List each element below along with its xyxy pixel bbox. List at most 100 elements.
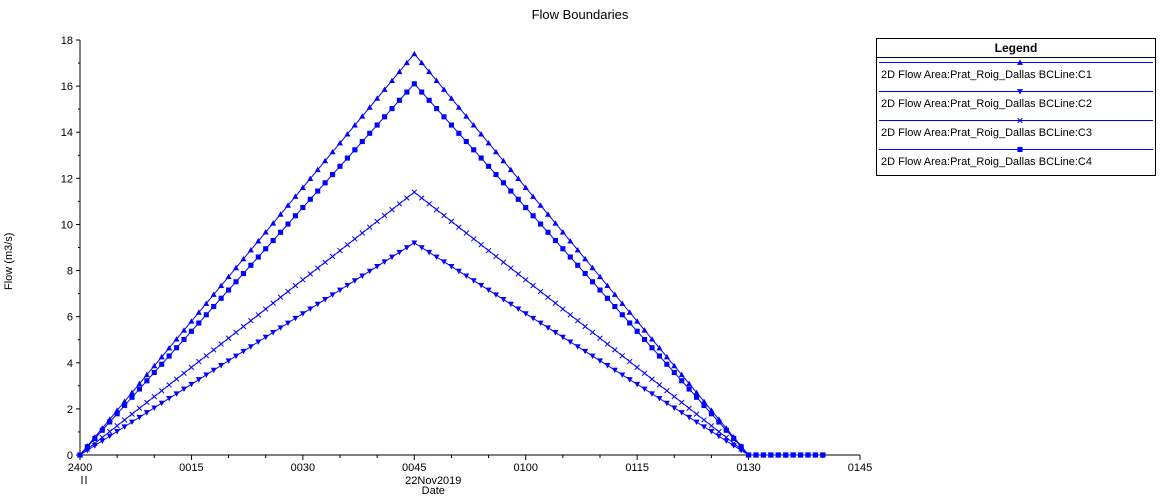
series-1-point (218, 282, 225, 289)
series-4-point (538, 221, 544, 227)
series-3-point (693, 411, 700, 417)
legend-marker-square (1017, 146, 1023, 153)
series-3-point (478, 241, 484, 248)
series-3-point (597, 335, 603, 341)
series-1-point (292, 193, 299, 199)
series-2-point (515, 306, 522, 312)
series-2-point (611, 367, 618, 374)
series-4-point (768, 452, 774, 458)
x-tick-label: 0100 (513, 462, 537, 474)
series-1-point (611, 291, 618, 297)
series-2-point (626, 377, 633, 383)
series-4-point (352, 147, 358, 153)
x-tick-label: 0045 (402, 462, 426, 474)
legend-marker-triangle-down (1017, 89, 1023, 95)
series-2-point (619, 372, 626, 378)
series-4-point (753, 452, 759, 458)
series-4-point (92, 435, 98, 442)
series-2-point (188, 381, 195, 388)
series-3-point (701, 417, 707, 423)
series-4-point (508, 188, 514, 194)
series-1-point (151, 362, 158, 369)
series-2-point (663, 400, 670, 407)
series-4-point (404, 89, 410, 95)
series-3-point (612, 347, 618, 353)
series-4-point (285, 221, 291, 227)
series-1-point (129, 389, 135, 395)
series-1 (77, 50, 826, 458)
series-3-point (188, 364, 195, 371)
series-2-point (500, 297, 507, 303)
series-2-point (351, 278, 358, 284)
series-4-point (486, 163, 492, 169)
series-4-point (122, 402, 128, 409)
series-2-line (79, 242, 823, 456)
series-3-point (99, 434, 106, 441)
series-3-point (716, 428, 722, 435)
legend: Legend 2D Flow Area:Prat_Roig_Dallas BCL… (876, 38, 1156, 176)
series-3-point (173, 376, 180, 382)
series-3-point (337, 247, 343, 254)
series-1-point (686, 380, 693, 387)
series-1-point (181, 327, 187, 333)
series-2-point (530, 315, 537, 322)
series-2-point (604, 363, 611, 369)
series-3-point (456, 224, 462, 230)
series-2-point (522, 311, 529, 317)
series-1-point (255, 238, 262, 244)
series-4-point (300, 204, 306, 211)
series-2-point (314, 301, 321, 308)
series-1-point (515, 175, 522, 182)
series-1-point (307, 175, 314, 182)
series-1-point (366, 104, 373, 110)
x-tick-label: 2400 (68, 462, 92, 474)
series-4-point (597, 287, 603, 293)
legend-title: Legend (877, 39, 1155, 58)
series-4-point (84, 444, 90, 450)
y-tick-label: 2 (67, 404, 73, 416)
series-3-point (574, 317, 581, 324)
chart-title: Flow Boundaries (531, 7, 629, 22)
series-1-point (299, 184, 306, 190)
series-4-point (99, 427, 105, 433)
series-3-point (225, 335, 232, 341)
legend-line (879, 91, 1153, 92)
series-1-point (166, 345, 173, 351)
series-4-point (560, 246, 566, 252)
series-3-point (530, 282, 536, 289)
series-3-point (441, 212, 447, 219)
series-3-point (277, 294, 284, 301)
series-2-point (247, 344, 254, 350)
series-2-point (292, 315, 299, 322)
series-1-point (233, 264, 239, 271)
series-1-point (396, 68, 403, 75)
series-3-point (396, 201, 403, 207)
series-2-point (537, 320, 544, 327)
series-2-point (641, 386, 648, 393)
series-4-point (382, 114, 388, 120)
tick-labels: 0 2 4 6 8 10 12 14 16 18 2400 0015 0030 0045 0100 0115 0… (61, 35, 872, 497)
legend-marker-shape (1017, 146, 1023, 153)
series-1-point (389, 77, 395, 83)
series-3-point (463, 230, 470, 236)
series-3-point (218, 341, 224, 347)
series-1-point (478, 131, 485, 137)
series-4-point (642, 336, 648, 343)
series-2-point (277, 325, 284, 331)
series-1-point (143, 371, 150, 378)
series-2-point (507, 301, 514, 308)
series-3-point (285, 288, 291, 295)
series-3-point (366, 224, 373, 230)
x-tick-label: 0015 (179, 462, 203, 474)
series-2-point (715, 433, 722, 440)
series-4-point (731, 435, 737, 442)
series-4-point (723, 427, 729, 433)
series-2-point (114, 429, 121, 435)
series-4-point (671, 369, 677, 376)
series-4-point (463, 138, 469, 145)
series-4-point (441, 114, 447, 120)
series-3-point (404, 195, 410, 201)
series-4-point (612, 303, 618, 310)
series-1-point (188, 318, 195, 324)
series-2-point (374, 264, 381, 270)
